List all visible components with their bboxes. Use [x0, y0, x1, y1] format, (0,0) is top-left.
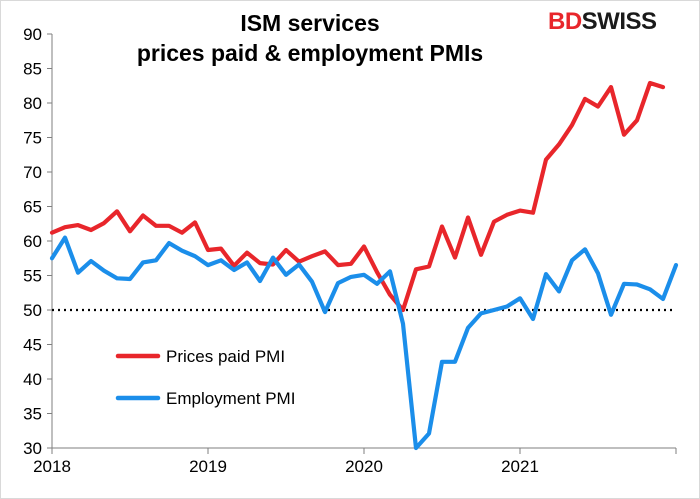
y-tick-label: 60 — [23, 232, 42, 251]
x-tick-label: 2018 — [33, 457, 71, 476]
y-tick-label: 40 — [23, 370, 42, 389]
y-tick-label: 70 — [23, 163, 42, 182]
x-tick-label: 2021 — [501, 457, 539, 476]
y-tick-label: 80 — [23, 94, 42, 113]
y-tick-label: 75 — [23, 129, 42, 148]
legend-label: Employment PMI — [166, 389, 295, 408]
legend-label: Prices paid PMI — [166, 347, 285, 366]
y-tick-label: 85 — [23, 60, 42, 79]
chart-title-line-2: prices paid & employment PMIs — [136, 40, 484, 66]
bdswiss-logo: BDSWISS — [548, 8, 657, 36]
x-tick-label: 2019 — [189, 457, 227, 476]
y-tick-label: 35 — [23, 405, 42, 424]
series-line-prices-paid — [49, 80, 666, 313]
logo-part-2: SWISS — [581, 8, 657, 35]
series-line-employment — [49, 235, 679, 451]
y-tick-label: 50 — [23, 301, 42, 320]
y-tick-label: 90 — [23, 25, 42, 44]
y-tick-label: 30 — [23, 439, 42, 458]
y-tick-label: 65 — [23, 198, 42, 217]
y-tick-label: 45 — [23, 336, 42, 355]
chart-title-line-1: ISM services — [240, 10, 380, 36]
logo-part-1: BD — [548, 8, 582, 35]
x-tick-label: 2020 — [345, 457, 383, 476]
plot-area: 30 35 40 45 50 55 60 65 70 75 80 85 90 2018 2019 2020 20… — [23, 25, 679, 476]
y-tick-label: 55 — [23, 267, 42, 286]
